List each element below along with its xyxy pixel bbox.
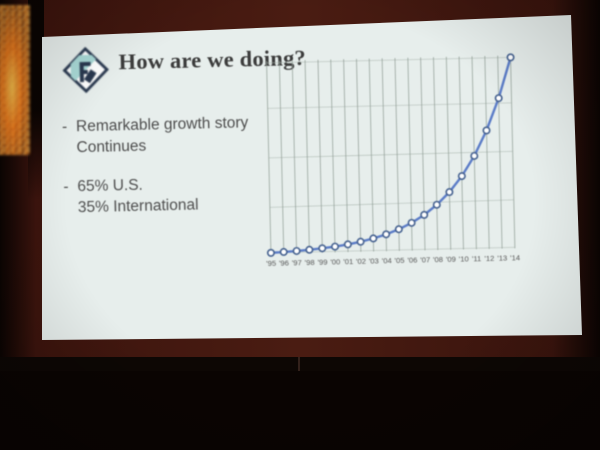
svg-text:'13: '13 bbox=[497, 254, 507, 263]
svg-text:'98: '98 bbox=[305, 258, 315, 267]
svg-text:'06: '06 bbox=[407, 256, 417, 265]
svg-text:'01: '01 bbox=[343, 257, 353, 266]
svg-text:'14: '14 bbox=[510, 253, 520, 262]
svg-text:'02: '02 bbox=[356, 257, 366, 266]
svg-text:'00: '00 bbox=[330, 257, 340, 266]
svg-text:'99: '99 bbox=[318, 258, 328, 267]
svg-text:'95: '95 bbox=[266, 259, 276, 268]
svg-text:'96: '96 bbox=[279, 258, 289, 267]
svg-text:'10: '10 bbox=[459, 254, 469, 263]
svg-text:'12: '12 bbox=[484, 254, 494, 263]
svg-text:'11: '11 bbox=[472, 254, 482, 263]
svg-text:'04: '04 bbox=[382, 256, 392, 265]
svg-text:'09: '09 bbox=[446, 255, 456, 264]
svg-text:'97: '97 bbox=[292, 258, 302, 267]
svg-text:'08: '08 bbox=[433, 255, 443, 264]
svg-text:'03: '03 bbox=[369, 256, 379, 265]
svg-text:'05: '05 bbox=[394, 256, 404, 265]
svg-text:'07: '07 bbox=[420, 255, 430, 264]
